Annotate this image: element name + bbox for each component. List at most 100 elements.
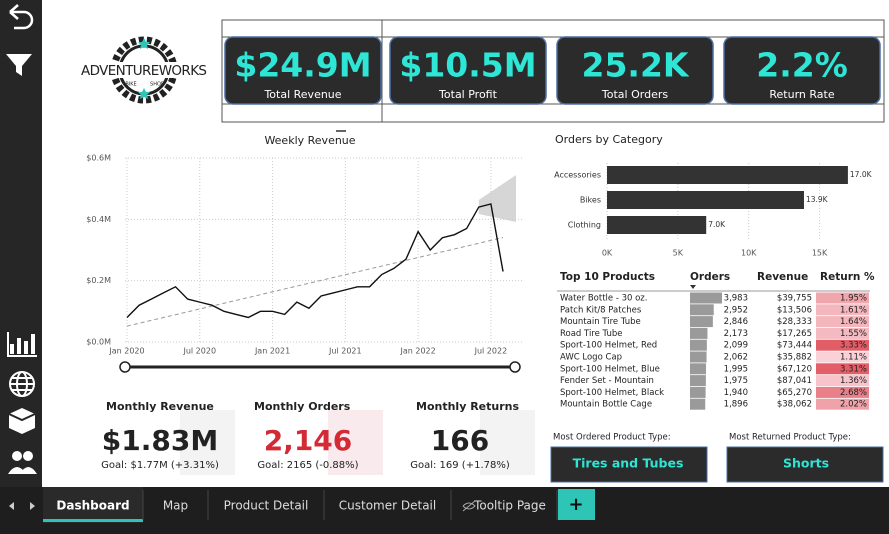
add-tab[interactable]: + xyxy=(568,494,583,515)
return-pct: 1.95% xyxy=(840,294,867,304)
return-cell xyxy=(816,375,869,387)
tab-underline xyxy=(43,519,143,522)
x-tick-label: Jul 2021 xyxy=(328,347,362,356)
orders-bar xyxy=(690,339,707,351)
orders-bar xyxy=(690,316,713,328)
users-icon[interactable] xyxy=(8,451,37,474)
logo-badge: SHOP xyxy=(150,82,164,88)
revenue: $17,265 xyxy=(777,329,812,339)
type-value: Shorts xyxy=(783,456,829,471)
return-pct: 1.64% xyxy=(840,317,867,327)
orders: 3,983 xyxy=(724,294,748,304)
bar xyxy=(607,166,848,184)
card-goal: Goal: $1.77M (+3.31%) xyxy=(101,460,219,471)
slider-handle[interactable] xyxy=(119,361,131,373)
category-label: Accessories xyxy=(554,171,601,180)
category-label: Bikes xyxy=(580,196,601,205)
kpi-value: $24.9M xyxy=(234,46,371,85)
revenue: $73,444 xyxy=(777,341,812,351)
kpi-value: 2.2% xyxy=(756,46,848,85)
sort-arrow xyxy=(690,285,696,289)
hidden-icon xyxy=(462,500,476,512)
revenue: $67,120 xyxy=(777,364,812,374)
tab[interactable]: Dashboard xyxy=(56,499,129,513)
card-value: 2,146 xyxy=(264,424,353,457)
y-tick-label: $0.6M xyxy=(86,154,111,163)
return-cell xyxy=(816,386,869,398)
orders-bar xyxy=(690,398,706,410)
chart-title: Orders by Category xyxy=(555,133,663,146)
return-pct: 2.02% xyxy=(840,400,867,410)
column-header: Revenue xyxy=(757,271,808,283)
kpi-card xyxy=(224,36,382,105)
globe-icon[interactable] xyxy=(9,371,35,397)
return-pct: 1.55% xyxy=(840,329,867,339)
box-icon[interactable] xyxy=(8,408,36,434)
x-tick-label: Jan 2022 xyxy=(400,347,436,356)
bar xyxy=(607,191,804,209)
kpi-value: $10.5M xyxy=(399,46,536,85)
orders-bar xyxy=(690,375,706,387)
kpi-card xyxy=(389,36,547,105)
card-goal: Goal: 2165 (-0.88%) xyxy=(257,460,358,471)
product-name: AWC Logo Cap xyxy=(560,353,622,363)
value-label: 17.0K xyxy=(850,170,873,179)
logo xyxy=(80,36,208,104)
type-card xyxy=(550,446,708,483)
orders: 1,975 xyxy=(724,376,748,386)
card-sparkline-bg xyxy=(480,410,535,475)
type-card xyxy=(726,446,884,483)
add-tab-button[interactable] xyxy=(558,489,595,520)
return-cell xyxy=(816,304,869,316)
tab[interactable]: Product Detail xyxy=(224,499,309,513)
back-icon[interactable] xyxy=(9,4,34,30)
kpi-label: Total Orders xyxy=(601,88,668,101)
logo-badge: BIKE xyxy=(125,82,136,88)
card-sparkline-bg xyxy=(328,410,383,475)
kpi-label: Total Profit xyxy=(438,88,498,101)
card-title: Monthly Returns xyxy=(416,400,519,413)
return-pct: 2.68% xyxy=(840,388,867,398)
orders-bar xyxy=(690,351,707,363)
card-goal: Goal: 169 (+1.78%) xyxy=(410,460,510,471)
product-name: Sport-100 Helmet, Red xyxy=(560,341,657,351)
orders: 1,995 xyxy=(724,364,748,374)
sidebar xyxy=(0,0,42,487)
tab[interactable]: Customer Detail xyxy=(339,499,436,513)
orders-bar xyxy=(690,363,707,375)
return-cell xyxy=(816,339,869,351)
revenue: $87,041 xyxy=(777,376,812,386)
orders: 2,846 xyxy=(724,317,748,327)
return-cell xyxy=(816,351,869,363)
report-icon[interactable] xyxy=(7,332,37,357)
tab[interactable]: Map xyxy=(163,499,188,513)
kpi-frame xyxy=(221,19,885,123)
orders-bar xyxy=(690,327,708,339)
return-pct: 3.31% xyxy=(840,364,867,374)
return-pct: 1.36% xyxy=(840,376,867,386)
y-tick-label: $0.4M xyxy=(86,215,111,224)
orders-bar xyxy=(690,304,714,316)
revenue: $39,755 xyxy=(777,294,812,304)
kpi-card xyxy=(556,36,714,105)
product-name: Water Bottle - 30 oz. xyxy=(560,294,647,304)
kpi-value: 25.2K xyxy=(582,46,690,85)
return-cell xyxy=(816,316,869,328)
card-value: $1.83M xyxy=(102,424,218,457)
card-value: 166 xyxy=(431,424,489,457)
kpi-label: Return Rate xyxy=(769,88,834,101)
value-label: 13.9K xyxy=(806,195,829,204)
orders: 1,940 xyxy=(724,388,748,398)
product-name: Road Tire Tube xyxy=(560,329,622,339)
slider-handle[interactable] xyxy=(509,361,521,373)
product-name: Mountain Tire Tube xyxy=(560,317,641,327)
x-tick-label: 5K xyxy=(673,249,684,258)
forecast-band xyxy=(478,175,516,222)
filter-icon[interactable] xyxy=(6,54,32,76)
type-label: Most Returned Product Type: xyxy=(729,433,851,443)
x-tick-label: 15K xyxy=(812,249,828,258)
orders: 2,062 xyxy=(724,353,748,363)
tab[interactable]: Tooltip Page xyxy=(473,499,546,513)
product-name: Fender Set - Mountain xyxy=(560,376,654,386)
